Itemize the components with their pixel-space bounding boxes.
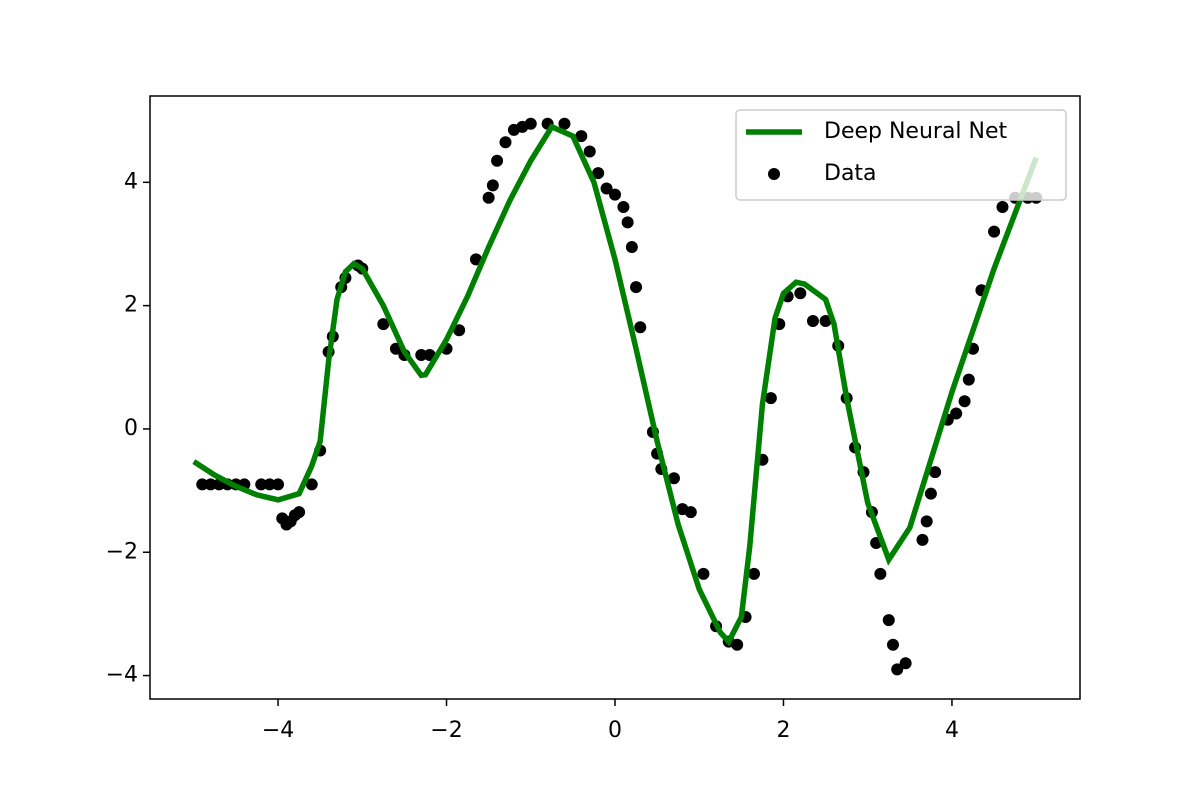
point bbox=[764, 392, 777, 405]
point bbox=[988, 225, 1001, 238]
y-tick-label: −4 bbox=[106, 663, 138, 688]
point bbox=[747, 567, 760, 580]
point bbox=[916, 533, 929, 546]
plot-area bbox=[192, 117, 1043, 676]
y-tick-label: −2 bbox=[106, 539, 138, 564]
point bbox=[617, 200, 630, 213]
y-tick-label: 0 bbox=[124, 416, 138, 441]
point bbox=[499, 136, 512, 149]
point bbox=[196, 478, 209, 491]
point bbox=[874, 567, 887, 580]
point bbox=[697, 567, 710, 580]
point bbox=[958, 395, 971, 408]
point bbox=[609, 188, 621, 201]
x-tick-label: −2 bbox=[430, 718, 462, 743]
point bbox=[600, 182, 613, 195]
point bbox=[962, 373, 975, 386]
legend: Deep Neural Net Data bbox=[735, 109, 1067, 201]
point bbox=[924, 487, 937, 500]
y-tick-label: 2 bbox=[124, 293, 138, 318]
axes-frame bbox=[149, 95, 1081, 700]
point bbox=[592, 167, 605, 180]
y-tick-label: 4 bbox=[124, 169, 138, 194]
legend-label: Data bbox=[824, 161, 877, 186]
point bbox=[684, 506, 697, 519]
point bbox=[667, 472, 680, 485]
legend-label: Deep Neural Net bbox=[824, 119, 1008, 144]
point bbox=[558, 117, 571, 130]
point bbox=[806, 315, 819, 328]
point bbox=[882, 614, 895, 627]
point bbox=[899, 657, 912, 670]
point bbox=[819, 315, 832, 328]
x-tick-label: 2 bbox=[776, 718, 790, 743]
point bbox=[996, 200, 1009, 213]
point bbox=[886, 638, 899, 651]
legend-box bbox=[735, 109, 1067, 201]
point bbox=[929, 466, 942, 479]
point bbox=[453, 324, 466, 337]
point bbox=[891, 663, 904, 676]
point bbox=[486, 179, 499, 192]
point bbox=[491, 154, 504, 167]
point bbox=[621, 216, 634, 229]
point bbox=[625, 241, 638, 254]
point bbox=[415, 348, 428, 361]
legend-point bbox=[768, 168, 780, 180]
point bbox=[731, 638, 744, 651]
point bbox=[630, 281, 643, 294]
point bbox=[524, 117, 537, 130]
line bbox=[192, 123, 1039, 647]
point bbox=[377, 318, 390, 331]
x-tick-label: 0 bbox=[608, 718, 622, 743]
x-tick-label: −4 bbox=[262, 718, 294, 743]
point bbox=[482, 191, 495, 204]
point bbox=[272, 478, 285, 491]
point bbox=[950, 407, 963, 420]
point bbox=[920, 515, 933, 528]
x-tick-label: 4 bbox=[945, 718, 959, 743]
point bbox=[575, 130, 588, 143]
point bbox=[470, 253, 483, 266]
point bbox=[293, 506, 306, 519]
point bbox=[634, 321, 647, 334]
point bbox=[583, 145, 596, 158]
point bbox=[263, 478, 276, 491]
point bbox=[255, 478, 268, 491]
point bbox=[794, 287, 807, 300]
point bbox=[204, 478, 217, 491]
point bbox=[305, 478, 318, 491]
